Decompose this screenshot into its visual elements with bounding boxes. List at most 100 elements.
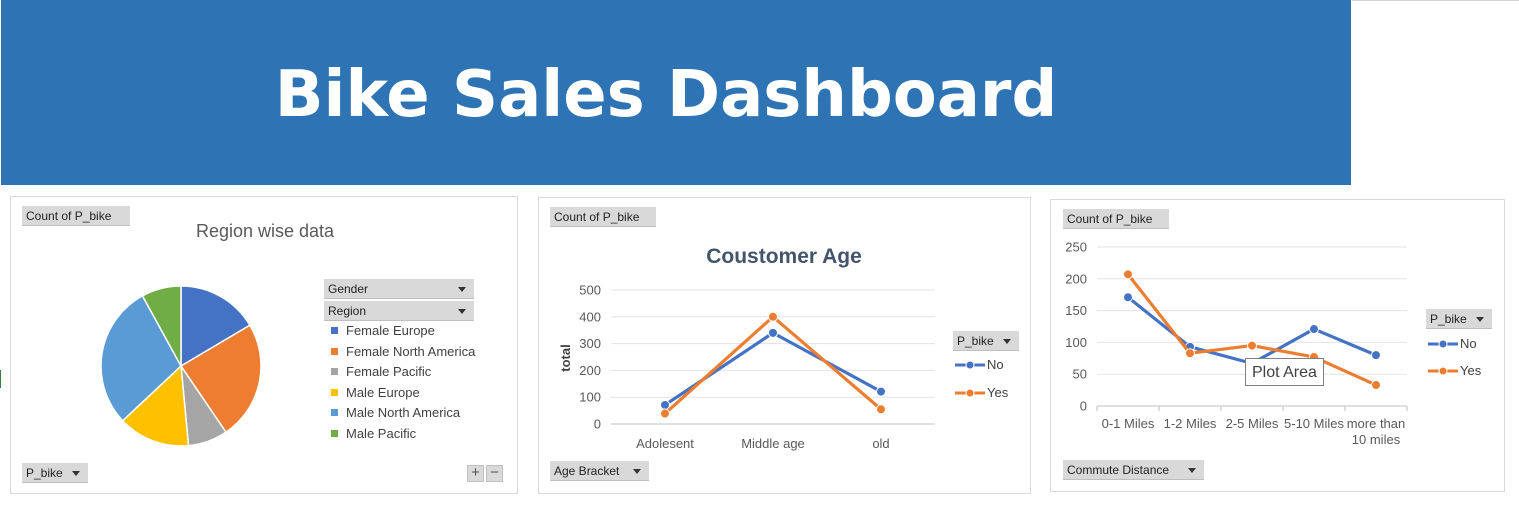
data-point: [876, 404, 886, 415]
commute-distance-line-chart: 0 50 100 150 200 250 0-1 Miles 1-2 Miles 2-5 Mil…: [1065, 240, 1408, 447]
data-point: [1123, 292, 1133, 303]
dropdown-arrow-icon: [633, 469, 641, 474]
y-tick-label: 50: [1073, 367, 1087, 382]
age-bracket-filter-button[interactable]: Age Bracket: [550, 461, 649, 481]
legend-marker: [1428, 366, 1458, 376]
dropdown-arrow-icon: [72, 471, 80, 476]
legend-label: Yes: [987, 385, 1009, 400]
data-point: [768, 311, 778, 322]
legend-label: Female Pacific: [346, 364, 432, 380]
data-point: [1309, 324, 1319, 335]
legend-field-button[interactable]: P_bike: [1426, 309, 1492, 329]
legend-field-button[interactable]: P_bike: [953, 331, 1019, 351]
legend-label: Female North America: [346, 343, 476, 359]
legend-label: Male Pacific: [346, 426, 417, 441]
pie-slice: [179, 324, 262, 434]
dropdown-arrow-icon: [458, 309, 466, 314]
collapse-field-button[interactable]: −: [486, 465, 503, 482]
y-tick-label: 200: [1065, 271, 1087, 286]
legend-marker: [955, 360, 985, 370]
legend-item: Yes: [953, 384, 1008, 402]
gender-filter-button[interactable]: Gender: [324, 279, 474, 299]
legend-item: Yes: [1426, 362, 1481, 380]
legend-item: Male Pacific: [331, 426, 416, 441]
pie-slice: [121, 364, 190, 447]
pie-slice: [180, 285, 251, 368]
legend-item: Male Europe: [331, 385, 420, 400]
dropdown-arrow-icon: [1476, 317, 1484, 322]
legend-swatch: [331, 347, 338, 355]
legend-item: No: [1426, 335, 1477, 353]
legend-label: Female Europe: [346, 323, 435, 338]
series-line-no: [1127, 295, 1377, 365]
data-point: [660, 408, 670, 419]
pie-slice: [100, 294, 182, 422]
region-pie-chart-panel[interactable]: Count of P_bike Region wise data Gender …: [10, 196, 518, 494]
y-tick-label: 300: [579, 336, 601, 351]
legend-item: Male North America: [331, 405, 460, 420]
x-tick-label: 1-2 Miles: [1164, 416, 1217, 431]
value-field-button[interactable]: Count of P_bike: [550, 207, 656, 227]
y-axis-title: total: [558, 344, 573, 371]
legend-item: Female Pacific: [331, 364, 431, 379]
x-tick-label: Adolesent: [636, 436, 694, 451]
y-tick-label: 250: [1065, 240, 1087, 255]
legend-marker: [955, 388, 985, 398]
region-pie-chart: Region wise data: [100, 221, 335, 447]
data-point: [1371, 350, 1381, 361]
legend-item: Female North America: [331, 344, 475, 359]
dropdown-arrow-icon: [458, 287, 466, 292]
legend-field-label: P_bike: [957, 334, 994, 348]
y-tick-label: 200: [579, 363, 601, 378]
legend-swatch: [331, 430, 338, 438]
legend-label: Male North America: [346, 405, 461, 421]
commute-distance-filter-label: Commute Distance: [1067, 463, 1170, 477]
legend-item: Female Europe: [331, 323, 435, 338]
commute-distance-filter-button[interactable]: Commute Distance: [1063, 460, 1204, 480]
sheet-gridline: [1352, 0, 1519, 1]
data-point: [1123, 269, 1133, 280]
x-tick-label: 2-5 Miles: [1226, 416, 1279, 431]
legend-swatch: [331, 388, 338, 396]
cell-marker: [0, 370, 1, 388]
x-tick-label: 0-1 Miles: [1102, 416, 1155, 431]
legend-label: Male Europe: [346, 384, 420, 400]
x-tick-label: Middle age: [741, 436, 805, 451]
plot-area-tooltip: Plot Area: [1245, 358, 1324, 386]
customer-age-line-chart: Coustomer Age total 0 100 200 300 400 500 Adol…: [558, 245, 935, 451]
value-field-button[interactable]: Count of P_bike: [22, 206, 130, 226]
chart-title: Coustomer Age: [706, 245, 862, 268]
legend-marker: [1428, 339, 1458, 349]
customer-age-chart-panel[interactable]: Count of P_bike Coustomer Age total 0 100…: [538, 197, 1031, 494]
commute-distance-chart-panel[interactable]: Count of P_bike 0 50 100 150 200 250 0-1 Miles…: [1050, 199, 1505, 492]
x-tick-label: more than: [1347, 416, 1406, 431]
data-point: [1371, 380, 1381, 391]
y-tick-label: 0: [1080, 399, 1087, 414]
region-filter-button[interactable]: Region: [324, 301, 474, 321]
legend-label: No: [987, 357, 1004, 372]
legend-field-label: P_bike: [1430, 312, 1467, 326]
pbike-filter-label: P_bike: [26, 466, 63, 480]
dropdown-arrow-icon: [1188, 468, 1196, 473]
value-field-button[interactable]: Count of P_bike: [1063, 209, 1169, 229]
legend-item: No: [953, 356, 1004, 374]
data-point: [1247, 340, 1257, 351]
region-filter-label: Region: [328, 304, 367, 318]
y-tick-label: 100: [579, 390, 601, 405]
legend-label: Yes: [1460, 363, 1482, 378]
data-point: [876, 386, 886, 397]
legend-swatch: [331, 368, 338, 376]
page-title: Bike Sales Dashboard: [274, 58, 1058, 132]
legend-swatch: [331, 409, 338, 417]
y-tick-label: 100: [1065, 335, 1087, 350]
chart-title: Region wise data: [196, 221, 335, 241]
dropdown-arrow-icon: [1003, 339, 1011, 344]
y-tick-label: 500: [579, 283, 601, 298]
y-tick-label: 400: [579, 309, 601, 324]
pbike-filter-button[interactable]: P_bike: [22, 463, 88, 483]
y-tick-label: 150: [1065, 303, 1087, 318]
gender-filter-label: Gender: [328, 282, 369, 296]
expand-field-button[interactable]: +: [467, 465, 484, 482]
x-tick-label: old: [872, 436, 889, 451]
age-bracket-filter-label: Age Bracket: [554, 464, 620, 478]
